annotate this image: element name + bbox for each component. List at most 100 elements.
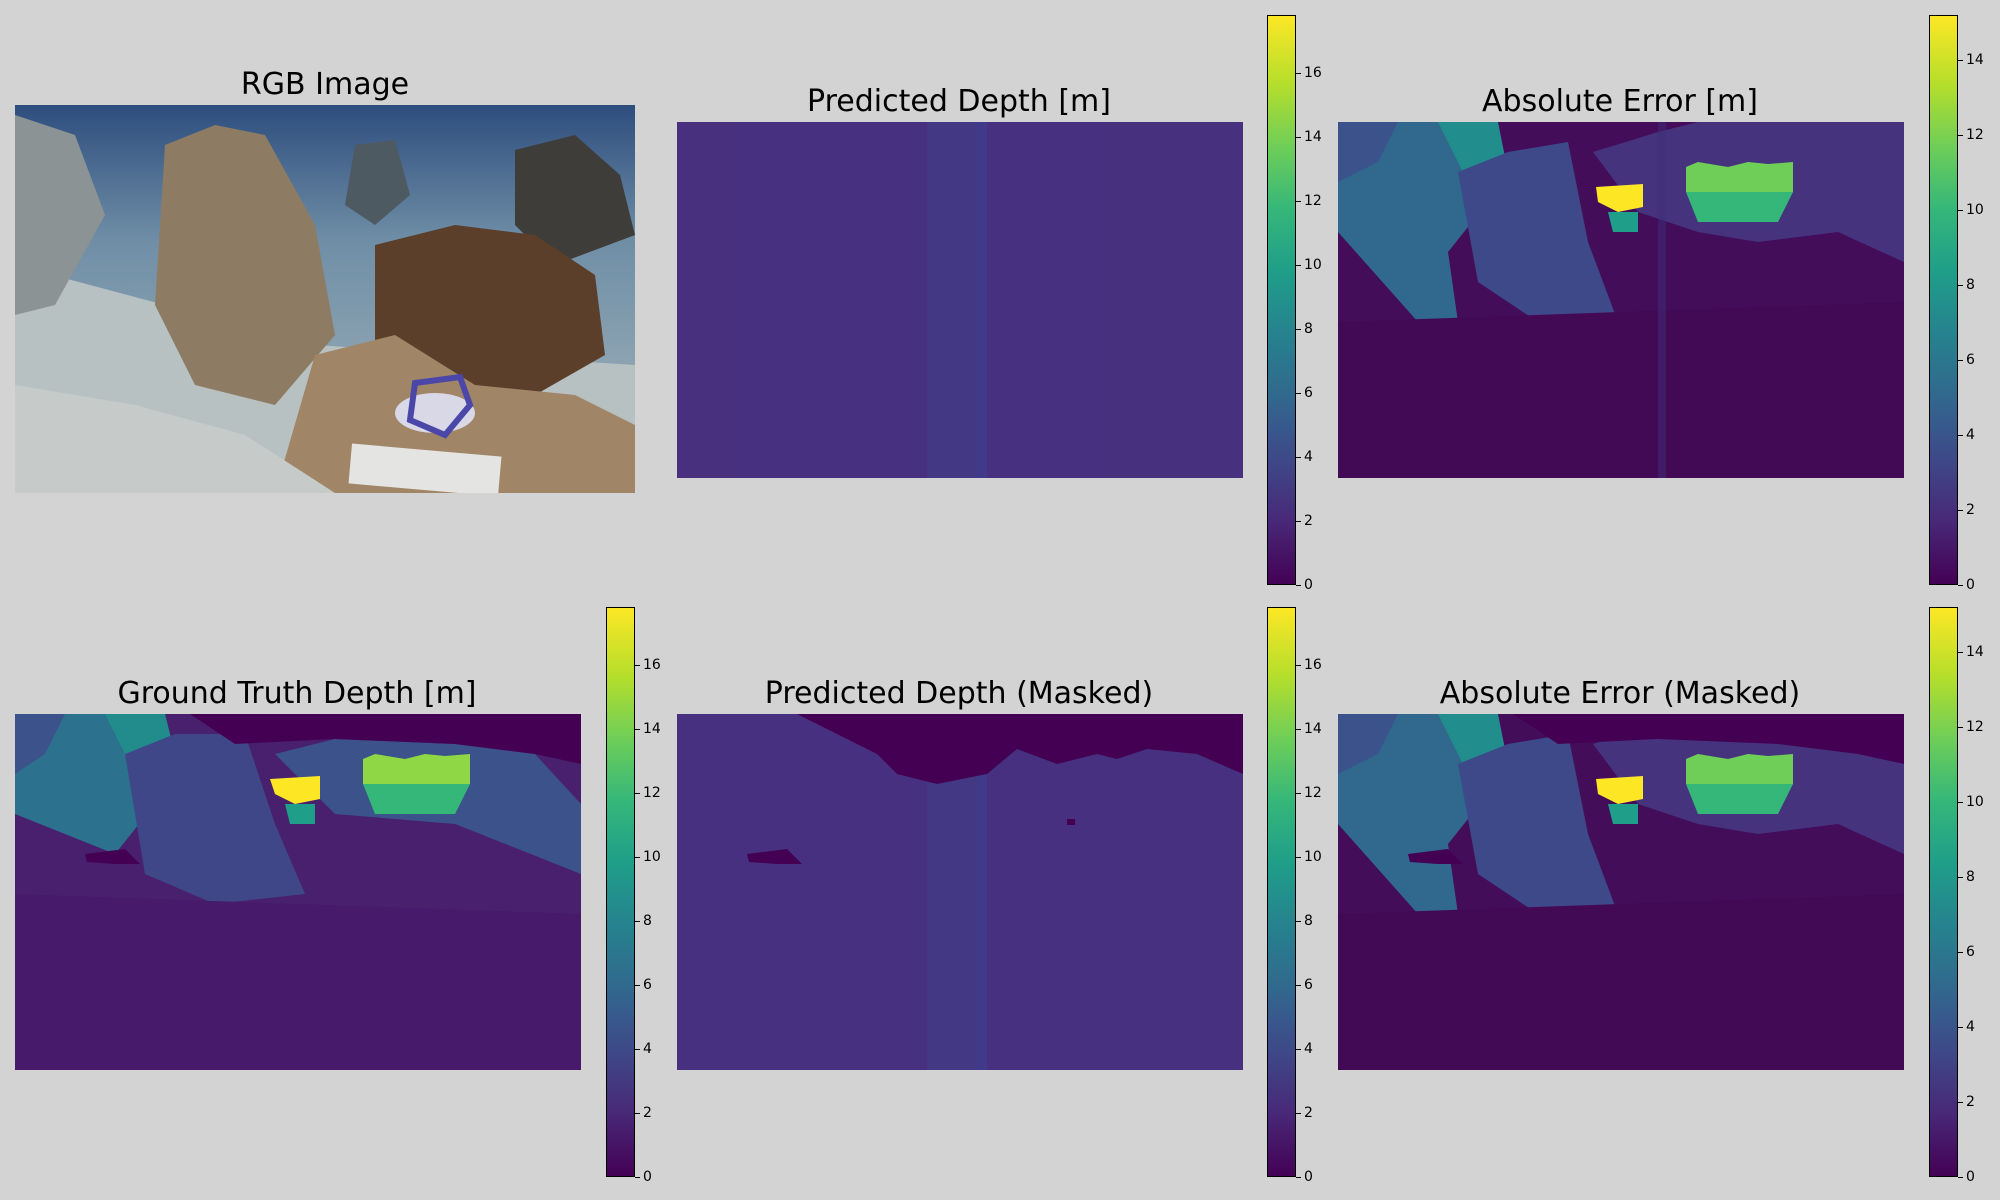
colorbar-tick-label: 4: [1966, 427, 1975, 443]
colorbar-tick: [1958, 60, 1963, 61]
colorbar-tick: [1296, 664, 1301, 666]
colorbar-tick-label: 12: [1304, 192, 1322, 209]
pred-depth-masked-map: [677, 714, 1243, 1070]
colorbar-tick-label: 16: [1304, 64, 1322, 81]
colorbar-tick-label: 8: [643, 912, 652, 929]
err-map: [1338, 122, 1904, 478]
colorbar-tick-label: 10: [1966, 202, 1984, 218]
colorbar-tick: [1296, 1177, 1301, 1178]
pred-masked-title: Predicted Depth (Masked): [764, 676, 1154, 711]
pred-title: Predicted Depth [m]: [807, 84, 1111, 119]
colorbar-tick: [1296, 200, 1301, 202]
gt-depth-map: [15, 714, 581, 1070]
err-title: Absolute Error [m]: [1482, 84, 1758, 119]
colorbar-tick-label: 12: [643, 784, 661, 801]
colorbar-tick-label: 16: [1304, 656, 1322, 673]
colorbar-tick: [1958, 1177, 1963, 1178]
colorbar-tick-label: 14: [1966, 52, 1984, 68]
colorbar-tick-label: 8: [1304, 320, 1313, 337]
colorbar-tick: [635, 792, 640, 794]
colorbar-tick-label: 12: [1966, 127, 1984, 143]
colorbar-tick-label: 10: [1966, 794, 1984, 810]
colorbar-tick-label: 12: [1304, 784, 1322, 801]
colorbar-tick: [1296, 328, 1301, 330]
colorbar-tick-label: 14: [643, 720, 661, 737]
colorbar-gt: [606, 607, 635, 1177]
pred-depth-map: [677, 122, 1243, 478]
colorbar-tick: [635, 984, 640, 986]
colorbar-tick-label: 16: [643, 656, 661, 673]
colorbar-tick-label: 6: [1966, 944, 1975, 960]
colorbar-tick-label: 14: [1304, 720, 1322, 737]
colorbar-tick: [1958, 877, 1963, 878]
err-masked-title: Absolute Error (Masked): [1439, 676, 1801, 711]
colorbar-tick-label: 6: [1304, 976, 1313, 993]
colorbar-tick: [1958, 652, 1963, 653]
colorbar-tick-label: 0: [1966, 577, 1975, 593]
colorbar-tick: [1296, 264, 1301, 266]
colorbar-pred-masked: [1267, 607, 1296, 1177]
colorbar-tick-label: 4: [643, 1040, 652, 1057]
colorbar-tick: [1296, 792, 1301, 794]
colorbar-tick: [1958, 435, 1963, 436]
colorbar-tick: [1296, 520, 1301, 522]
colorbar-tick-label: 6: [643, 976, 652, 993]
colorbar-tick-label: 4: [1304, 1040, 1313, 1057]
colorbar-tick-label: 10: [1304, 848, 1322, 865]
colorbar-tick-label: 0: [643, 1169, 652, 1185]
colorbar-tick-label: 0: [1304, 1169, 1313, 1185]
colorbar-tick-label: 0: [1304, 577, 1313, 593]
colorbar-err-masked: [1929, 607, 1958, 1177]
err-masked-map: [1338, 714, 1904, 1070]
colorbar-tick: [1296, 72, 1301, 74]
colorbar-tick-label: 2: [1966, 1094, 1975, 1110]
rgb-image: [15, 105, 635, 493]
colorbar-tick: [1296, 136, 1301, 138]
colorbar-tick: [1958, 285, 1963, 286]
colorbar-tick: [635, 1112, 640, 1114]
colorbar-tick: [1296, 456, 1301, 458]
colorbar-tick: [1296, 984, 1301, 986]
colorbar-tick: [1958, 1102, 1963, 1103]
colorbar-tick: [1958, 952, 1963, 953]
colorbar-tick-label: 14: [1966, 644, 1984, 660]
colorbar-tick: [1958, 727, 1963, 728]
colorbar-tick: [1296, 1112, 1301, 1114]
colorbar-tick: [1958, 360, 1963, 361]
colorbar-err: [1929, 15, 1958, 585]
colorbar-tick-label: 6: [1966, 352, 1975, 368]
colorbar-tick-label: 2: [1966, 502, 1975, 518]
colorbar-tick: [1296, 920, 1301, 922]
colorbar-tick: [635, 920, 640, 922]
colorbar-tick-label: 10: [643, 848, 661, 865]
colorbar-tick: [1296, 856, 1301, 858]
colorbar-tick: [1958, 585, 1963, 586]
rgb-title: RGB Image: [240, 67, 410, 102]
colorbar-tick: [635, 1177, 640, 1178]
colorbar-tick-label: 8: [1304, 912, 1313, 929]
colorbar-tick: [635, 856, 640, 858]
colorbar-tick: [635, 728, 640, 730]
colorbar-tick-label: 2: [1304, 512, 1313, 529]
colorbar-tick-label: 2: [1304, 1104, 1313, 1121]
gt-title: Ground Truth Depth [m]: [117, 676, 477, 711]
colorbar-tick-label: 12: [1966, 719, 1984, 735]
colorbar-tick: [1958, 510, 1963, 511]
colorbar-pred: [1267, 15, 1296, 585]
colorbar-tick: [635, 1048, 640, 1050]
colorbar-tick: [1958, 802, 1963, 803]
colorbar-tick: [1296, 1048, 1301, 1050]
colorbar-tick: [1296, 392, 1301, 394]
colorbar-tick-label: 8: [1966, 277, 1975, 293]
colorbar-tick: [1958, 135, 1963, 136]
colorbar-tick-label: 10: [1304, 256, 1322, 273]
colorbar-tick-label: 4: [1966, 1019, 1975, 1035]
colorbar-tick-label: 14: [1304, 128, 1322, 145]
colorbar-tick-label: 8: [1966, 869, 1975, 885]
colorbar-tick: [1958, 210, 1963, 211]
colorbar-tick: [635, 664, 640, 666]
colorbar-tick-label: 4: [1304, 448, 1313, 465]
colorbar-tick-label: 0: [1966, 1169, 1975, 1185]
colorbar-tick-label: 6: [1304, 384, 1313, 401]
colorbar-tick: [1296, 585, 1301, 586]
